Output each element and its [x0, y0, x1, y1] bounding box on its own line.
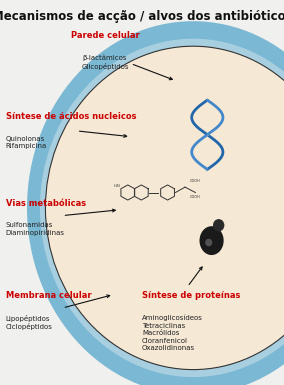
Text: COOH: COOH: [190, 195, 201, 199]
Text: Mecanismos de acção / alvos dos antibióticos: Mecanismos de acção / alvos dos antibiót…: [0, 10, 284, 23]
Text: β-lactâmicos
Glicopéptidos: β-lactâmicos Glicopéptidos: [81, 55, 129, 70]
Ellipse shape: [199, 226, 224, 255]
Text: COOH: COOH: [190, 179, 201, 183]
Text: H₂N: H₂N: [114, 184, 120, 188]
Text: Síntese de ácidos nucleicos: Síntese de ácidos nucleicos: [6, 112, 136, 121]
Ellipse shape: [213, 219, 224, 231]
Text: Lipopéptidos
Ciclopéptidos: Lipopéptidos Ciclopéptidos: [6, 315, 53, 330]
Text: Sulfonamidas
Diaminopiridinas: Sulfonamidas Diaminopiridinas: [6, 222, 65, 236]
Ellipse shape: [27, 21, 284, 385]
Text: Membrana celular: Membrana celular: [6, 291, 91, 300]
Ellipse shape: [205, 239, 212, 246]
Text: Parede celular: Parede celular: [71, 32, 139, 40]
Text: Aminoglicosídeos
Tetraciclinas
Macrólidos
Cloranfenicol
Oxazolidinonas: Aminoglicosídeos Tetraciclinas Macrólido…: [142, 315, 203, 351]
Ellipse shape: [40, 39, 284, 377]
Ellipse shape: [45, 46, 284, 370]
Text: Quinolonas
Rifampicina: Quinolonas Rifampicina: [6, 136, 47, 149]
Text: Vias metabólicas: Vias metabólicas: [6, 199, 86, 208]
Text: Síntese de proteínas: Síntese de proteínas: [142, 291, 240, 300]
